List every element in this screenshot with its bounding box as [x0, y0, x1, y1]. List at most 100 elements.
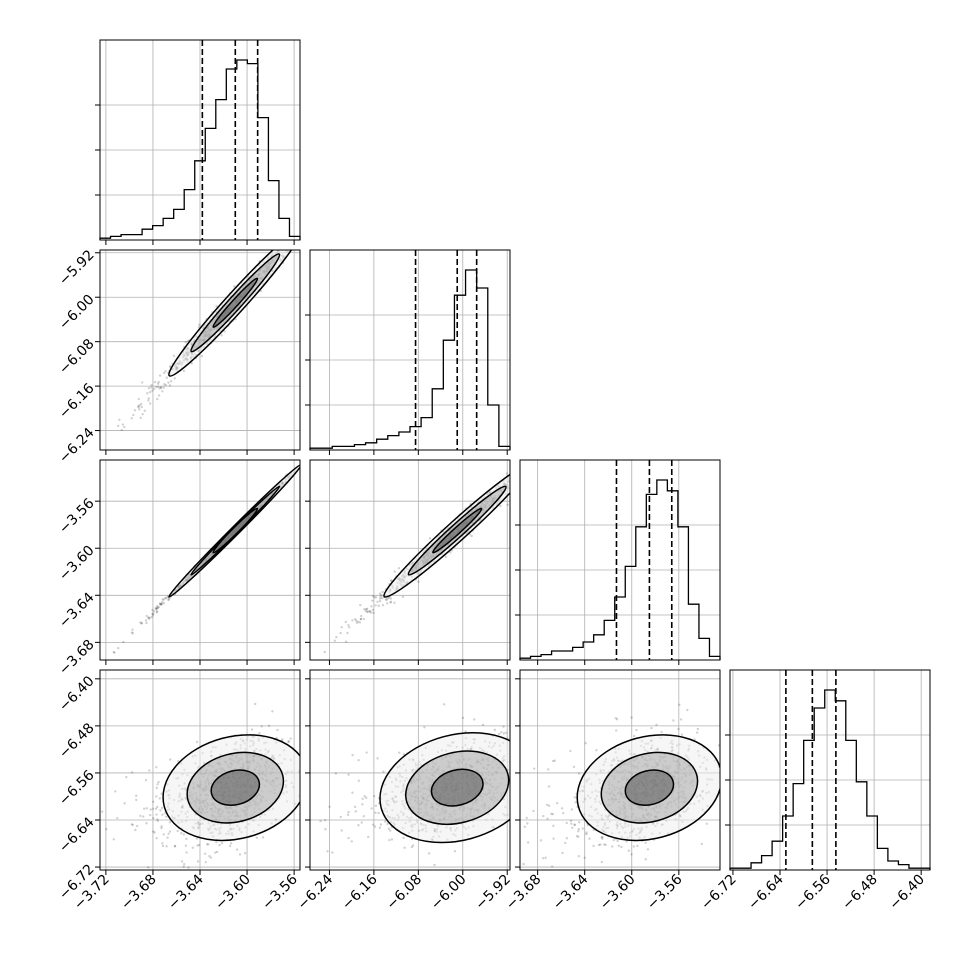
- scatter-point: [374, 596, 378, 599]
- scatter-point: [389, 579, 393, 582]
- xtick-label: −3.56: [259, 871, 301, 913]
- scatter-point: [198, 323, 201, 326]
- scatter-point: [154, 607, 157, 610]
- scatter-point: [334, 772, 338, 775]
- scatter-point: [156, 606, 160, 609]
- scatter-point: [166, 595, 169, 598]
- scatter-point: [377, 604, 380, 607]
- contour-level-2: [212, 507, 259, 554]
- scatter-point: [310, 795, 312, 797]
- scatter-point: [376, 600, 379, 603]
- scatter-point: [544, 856, 547, 859]
- scatter-point: [360, 614, 363, 618]
- scatter-point: [149, 808, 152, 811]
- scatter-point: [505, 472, 509, 475]
- scatter-point: [105, 827, 108, 831]
- scatter-point: [644, 841, 647, 845]
- scatter-point: [403, 846, 406, 849]
- scatter-point: [167, 832, 170, 835]
- scatter-point: [155, 607, 158, 611]
- scatter-point: [161, 844, 165, 848]
- scatter-point: [220, 334, 223, 337]
- scatter-point: [184, 341, 188, 344]
- scatter-point: [190, 362, 193, 365]
- scatter-point: [113, 651, 116, 654]
- scatter-point: [148, 617, 151, 620]
- scatter-point: [168, 384, 172, 387]
- scatter-point: [133, 409, 137, 412]
- scatter-point: [121, 423, 125, 426]
- scatter-point: [156, 783, 159, 786]
- scatter-point: [527, 732, 529, 734]
- scatter-point: [365, 610, 369, 614]
- scatter-point: [326, 850, 329, 853]
- scatter-point: [196, 860, 200, 863]
- scatter-point: [428, 537, 432, 540]
- scatter-point: [350, 840, 353, 843]
- scatter-point: [158, 603, 162, 606]
- scatter-point: [381, 603, 385, 607]
- scatter-point: [159, 603, 163, 606]
- scatter-point: [238, 853, 242, 856]
- scatter-point: [155, 606, 159, 610]
- scatter-point: [368, 610, 371, 613]
- scatter-point: [147, 397, 150, 400]
- scatter-point: [364, 609, 367, 612]
- scatter-point: [481, 723, 485, 726]
- scatter-point: [132, 413, 135, 417]
- scatter-point: [140, 381, 144, 384]
- scatter-point: [328, 805, 331, 809]
- scatter-point: [135, 824, 139, 828]
- scatter-point: [389, 829, 392, 832]
- scatter-point: [588, 837, 591, 840]
- scatter-point: [363, 795, 366, 798]
- scatter-point: [354, 810, 357, 813]
- scatter-point: [131, 823, 134, 827]
- scatter-point: [125, 775, 128, 779]
- scatter-point: [306, 813, 308, 815]
- scatter-point: [678, 703, 681, 707]
- scatter-point: [599, 843, 602, 846]
- scatter-point: [139, 621, 142, 624]
- scatter-point: [379, 595, 382, 598]
- scatter-point: [162, 598, 165, 601]
- scatter-point: [185, 837, 188, 841]
- scatter-point: [448, 551, 452, 554]
- scatter-point: [291, 232, 293, 234]
- scatter-point: [340, 626, 343, 629]
- scatter-point: [346, 813, 350, 817]
- xtick-label: −3.68: [118, 872, 160, 914]
- scatter-point: [157, 385, 160, 389]
- scatter-point: [159, 386, 163, 389]
- scatter-point: [289, 244, 291, 246]
- scatter-point: [112, 838, 115, 841]
- scatter-point: [52, 709, 54, 711]
- scatter-point: [561, 851, 564, 855]
- scatter-point: [376, 757, 379, 760]
- scatter-point: [235, 848, 239, 851]
- scatter-point: [304, 783, 306, 785]
- scatter-point: [139, 416, 142, 420]
- scatter-point: [131, 632, 135, 635]
- scatter-point: [204, 860, 207, 864]
- scatter-point: [630, 853, 633, 856]
- scatter-point: [161, 600, 164, 604]
- scatter-point: [569, 749, 572, 753]
- scatter-point: [505, 731, 508, 735]
- contour-level-2: [210, 769, 261, 806]
- scatter-point: [137, 405, 140, 409]
- scatter-cloud: [306, 703, 529, 873]
- scatter-point: [346, 631, 349, 635]
- scatter-point: [386, 602, 389, 605]
- scatter-point: [324, 828, 327, 831]
- scatter-point: [410, 845, 414, 849]
- scatter-point: [100, 661, 102, 663]
- scatter-point: [376, 871, 378, 873]
- scatter-point: [152, 387, 156, 390]
- ytick-label: −6.56: [56, 767, 98, 809]
- scatter-point: [382, 770, 385, 773]
- scatter-point: [155, 795, 158, 798]
- scatter-point: [160, 602, 163, 606]
- scatter-point: [275, 246, 277, 248]
- scatter-point: [158, 602, 162, 605]
